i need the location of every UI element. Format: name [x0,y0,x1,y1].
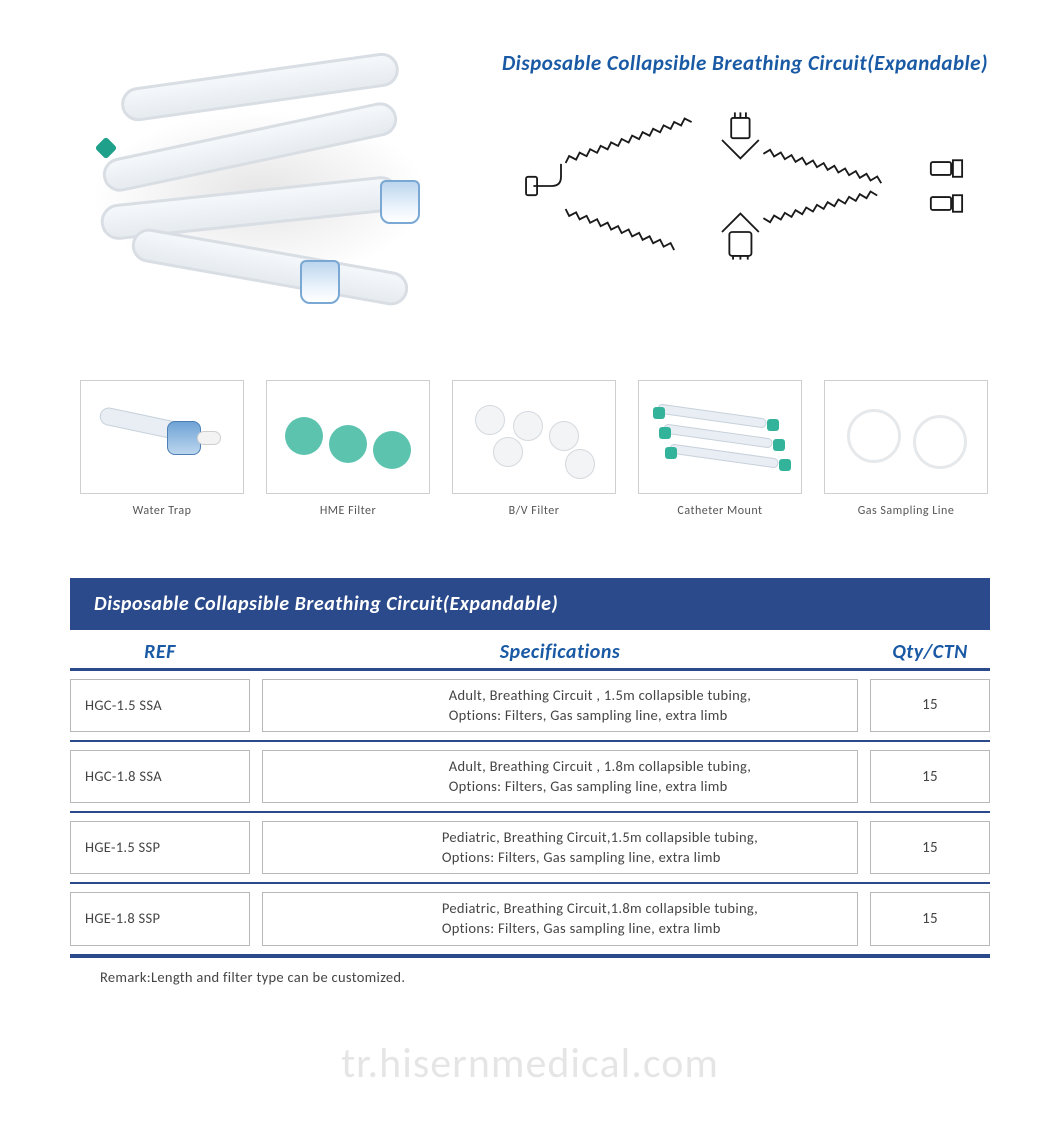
cell-spec-text: Pediatric, Breathing Circuit,1.5m collap… [362,828,758,867]
table-row: HGC-1.8 SSA Adult, Breathing Circuit , 1… [70,742,990,813]
thumbnail-image [266,380,430,494]
spec-table-header: REF Specifications Qty/CTN [70,630,990,671]
table-row: HGE-1.8 SSP Pediatric, Breathing Circuit… [70,884,990,955]
circuit-line-diagram [490,106,1000,266]
table-row: HGC-1.5 SSA Adult, Breathing Circuit , 1… [70,671,990,742]
filter-cap-icon [380,180,420,224]
thumbnail-label: HME Filter [266,504,430,518]
cell-qty: 15 [870,750,990,803]
watermark-text: tr.hisernmedical.com [0,1038,1060,1089]
column-header-spec: Specifications [250,640,870,664]
cell-spec-text: Pediatric, Breathing Circuit,1.8m collap… [362,899,758,938]
column-header-qty: Qty/CTN [870,640,990,664]
tube-shape [129,226,411,308]
spec-table-remark: Remark:Length and filter type can be cus… [70,956,990,986]
title-diagram-column: Disposable Collapsible Breathing Circuit… [490,30,1000,330]
top-section: Disposable Collapsible Breathing Circuit… [0,0,1060,330]
thumbnail: Water Trap [80,380,244,518]
cell-spec-text: Adult, Breathing Circuit , 1.8m collapsi… [369,757,751,796]
cell-qty: 15 [870,821,990,874]
thumbnail-label: Gas Sampling Line [824,504,988,518]
page-title: Disposable Collapsible Breathing Circuit… [490,30,1000,106]
cell-ref: HGC-1.5 SSA [70,679,250,732]
thumbnail: Gas Sampling Line [824,380,988,518]
filter-cap-icon [300,260,340,304]
cell-qty: 15 [870,679,990,732]
cell-ref: HGE-1.5 SSP [70,821,250,874]
thumbnail: Catheter Mount [638,380,802,518]
thumbnail: HME Filter [266,380,430,518]
cell-spec: Adult, Breathing Circuit , 1.5m collapsi… [262,679,858,732]
thumbnail-label: B/V Filter [452,504,616,518]
cell-spec: Pediatric, Breathing Circuit,1.8m collap… [262,892,858,945]
cell-qty: 15 [870,892,990,945]
luer-tip-icon [95,137,118,160]
thumbnail-label: Catheter Mount [638,504,802,518]
cell-spec: Pediatric, Breathing Circuit,1.5m collap… [262,821,858,874]
thumbnail-image [638,380,802,494]
product-photo-column [60,30,460,330]
thumbnail-image [824,380,988,494]
diagram-svg [515,111,975,261]
thumbnail-image [452,380,616,494]
column-header-ref: REF [70,640,250,664]
thumbnail: B/V Filter [452,380,616,518]
cell-spec: Adult, Breathing Circuit , 1.8m collapsi… [262,750,858,803]
thumbnail-label: Water Trap [80,504,244,518]
spec-table: Disposable Collapsible Breathing Circuit… [70,578,990,986]
thumbnail-row: Water Trap HME Filter B/V Filter [0,330,1060,528]
cell-ref: HGC-1.8 SSA [70,750,250,803]
product-photo [60,30,460,330]
table-row: HGE-1.5 SSP Pediatric, Breathing Circuit… [70,813,990,884]
cell-ref: HGE-1.8 SSP [70,892,250,945]
thumbnail-image [80,380,244,494]
cell-spec-text: Adult, Breathing Circuit , 1.5m collapsi… [369,686,751,725]
spec-table-title: Disposable Collapsible Breathing Circuit… [70,578,990,630]
